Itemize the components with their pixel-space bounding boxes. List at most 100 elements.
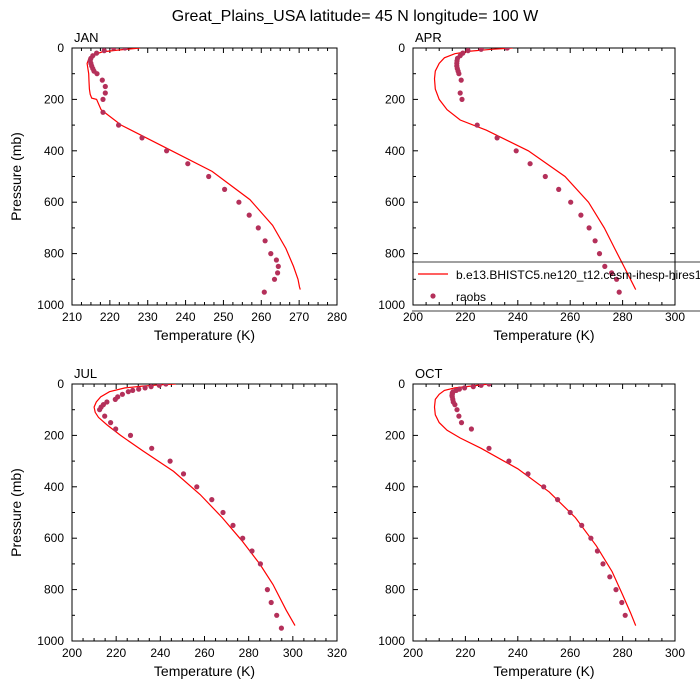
raobs-point [122,48,128,51]
y-axis-label: Pressure (mb) [8,132,24,221]
raobs-point [504,48,510,51]
legend-model-label: b.e13.BHISTC5.ne120_t12.cesm-ihesp-hires… [456,268,700,282]
raobs-point [456,413,462,419]
raobs-point [185,161,191,167]
raobs-point [94,71,100,77]
raobs-point [268,251,274,257]
x-tick-label: 260 [194,646,214,660]
y-tick-label: 600 [385,531,405,545]
raobs-point [101,48,107,54]
raobs-point [556,186,562,192]
raobs-point [494,135,500,141]
x-tick-label: 230 [138,310,158,324]
raobs-point [619,599,625,606]
raobs-point [108,420,114,426]
x-axis-label: Temperature (K) [493,663,594,679]
raobs-point [127,432,134,438]
raobs-point [594,548,601,554]
y-tick-label: 400 [44,144,64,158]
y-tick-label: 200 [385,92,405,106]
raobs-point [274,612,280,618]
raobs-point [119,391,125,397]
raobs-point [236,199,242,205]
raobs-point [194,484,200,490]
plot-data [86,48,301,295]
y-tick-label: 0 [398,377,405,391]
raobs-point [264,587,270,593]
legend-obs-label: raobs [456,290,486,304]
model-profile-line [433,384,637,626]
raobs-point [567,509,573,516]
x-tick-label: 220 [455,310,475,324]
x-tick-label: 300 [283,646,303,660]
y-tick-label: 0 [57,377,64,391]
raobs-point [609,270,615,276]
x-axis-label: Temperature (K) [154,327,255,343]
x-tick-label: 300 [665,310,685,324]
y-tick-label: 200 [44,92,64,106]
x-tick-label: 240 [508,646,528,660]
raobs-point [116,122,122,128]
raobs-point [164,148,170,154]
raobs-point [525,471,531,477]
raobs-point [470,384,476,390]
raobs-point [136,386,142,392]
raobs-point [273,257,279,263]
x-tick-label: 220 [106,646,126,660]
raobs-point [100,96,106,102]
x-tick-label: 280 [239,646,259,660]
raobs-point [262,238,268,244]
x-tick-label: 240 [176,310,196,324]
panel-label: APR [415,30,442,45]
raobs-point [97,407,103,413]
legend-obs-swatch [430,293,436,299]
y-tick-label: 600 [385,195,405,209]
raobs-point [541,484,547,490]
raobs-point [602,263,608,269]
raobs-point [275,263,281,269]
x-tick-label: 300 [665,646,685,660]
raobs-point [102,90,108,96]
panels: 210 220 230 240 250 260 270 280 0 200 400 600 800 100… [8,30,685,679]
raobs-point [596,251,603,257]
raobs-point [222,186,228,192]
raobs-point [468,426,474,432]
raobs-point [578,212,584,218]
raobs-point [474,122,480,128]
x-tick-label: 320 [327,646,347,660]
raobs-point [486,384,492,387]
y-tick-label: 400 [385,480,405,494]
raobs-point [542,173,548,180]
raobs-point [568,199,574,205]
raobs-point [100,109,106,115]
raobs-point [142,385,148,391]
x-tick-label: 240 [150,646,170,660]
raobs-point [255,225,261,231]
x-tick-label: 280 [613,646,633,660]
x-axis-label: Temperature (K) [493,327,594,343]
x-tick-label: 220 [100,310,120,324]
plot-data [433,384,637,626]
y-axis-label: Pressure (mb) [8,468,24,557]
raobs-point [130,387,136,393]
y-tick-label: 1000 [378,634,405,648]
x-tick-label: 210 [62,310,82,324]
raobs-point [156,384,162,388]
x-tick-label: 260 [251,310,271,324]
raobs-point [616,289,622,295]
panel-label: OCT [415,366,443,381]
x-tick-label: 260 [560,310,580,324]
y-tick-label: 1000 [378,298,405,312]
raobs-point [622,612,628,618]
raobs-point [459,96,465,102]
panel-oct: 200 220 240 260 280 300 0 200 400 600 800 1000 OCT Te… [378,366,685,679]
x-axis-label: Temperature (K) [154,663,255,679]
raobs-point [586,225,592,231]
raobs-point [220,509,226,516]
x-tick-label: 240 [508,310,528,324]
raobs-point [486,445,492,451]
raobs-point [167,458,173,464]
y-tick-label: 1000 [37,634,64,648]
y-tick-label: 600 [44,195,64,209]
